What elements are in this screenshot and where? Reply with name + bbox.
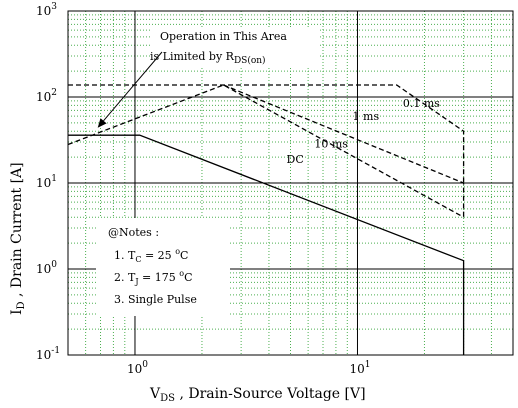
series-label: 1 ms <box>353 110 380 123</box>
plot-frame <box>67 10 514 356</box>
series-label: 0.1 ms <box>403 97 440 110</box>
notes-box: @Notes : 1. TC = 25 oC 2. TJ = 175 oC 3. S… <box>96 218 230 316</box>
y-tick-label: 100 <box>36 260 57 276</box>
series-label: 10 ms <box>314 137 348 150</box>
y-tick-label: 101 <box>36 174 57 190</box>
annotation-arrowhead <box>97 118 107 128</box>
rds-limit-annotation: Operation in This Area is Limited by RDS… <box>97 27 320 128</box>
x-tick-label: 101 <box>349 360 370 376</box>
note-item: 2. TJ = 175 oC <box>114 269 193 286</box>
x-axis-label: VDS , Drain-Source Voltage [V] <box>149 386 366 404</box>
y-tick-label: 10-1 <box>36 346 60 362</box>
series-label: DC <box>287 153 304 166</box>
tick-labels: 100 101 10-1 100 101 102 103 <box>36 2 370 376</box>
series-DC <box>68 134 465 355</box>
series-01-ms <box>68 84 465 183</box>
x-tick-label: 100 <box>127 360 148 376</box>
note-item: 1. TC = 25 oC <box>114 247 188 264</box>
y-tick-label: 102 <box>36 88 57 104</box>
annotation-arrow <box>103 51 163 122</box>
y-tick-label: 103 <box>36 2 57 18</box>
y-axis-label: ID , Drain Current [A] <box>9 162 27 315</box>
annotation-line-2: is Limited by RDS(on) <box>150 50 266 66</box>
notes-header: @Notes : <box>108 226 159 239</box>
series-labels: DC 10 ms 1 ms 0.1 ms <box>287 97 441 166</box>
series-layer <box>67 84 465 355</box>
annotation-line-1: Operation in This Area <box>160 30 287 43</box>
note-item: 3. Single Pulse <box>114 293 197 306</box>
series-1-ms <box>223 84 465 218</box>
